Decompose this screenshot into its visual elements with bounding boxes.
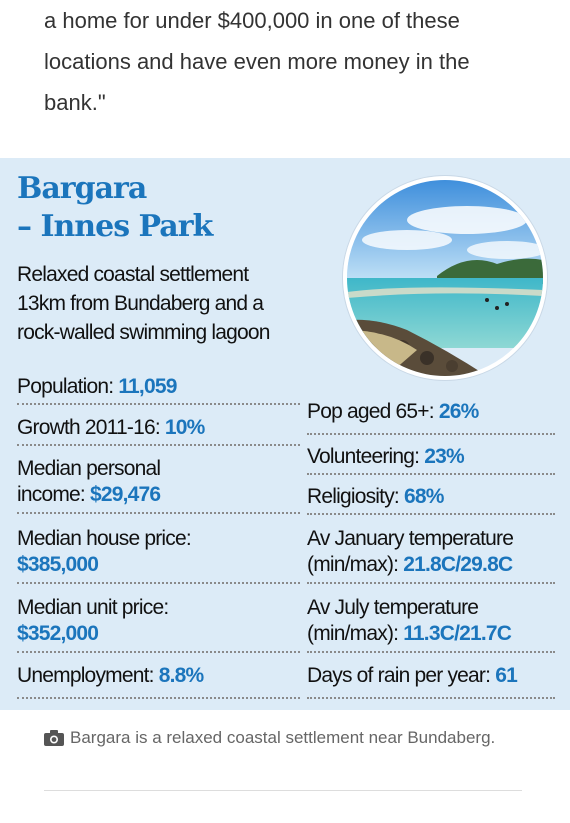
rain-days-value: 61: [495, 664, 518, 687]
unemployment-value: 8.8%: [158, 664, 204, 687]
intro-paragraph: a home for under $400,000 in one of thes…: [44, 0, 544, 123]
caption-divider: [44, 790, 522, 791]
income-value: $29,476: [89, 483, 161, 506]
pop-aged-65-value: 26%: [438, 400, 479, 423]
fact-box: Bargara – Innes Park Relaxed coastal set…: [0, 158, 570, 710]
growth-stat: Growth 2011-16: 10%: [17, 415, 300, 446]
religiosity-value: 68%: [403, 485, 444, 508]
july-temperature-stat: Av July temperature (min/max): 11.3C/21.…: [307, 595, 555, 653]
tagline-line: Relaxed coastal settlement: [17, 263, 249, 286]
house-price-value: $385,000: [17, 553, 99, 576]
intro-line: locations and have even more money in th…: [44, 49, 470, 74]
photo-caption: Bargara is a relaxed coastal settlement …: [44, 726, 524, 753]
intro-line: bank.": [44, 90, 106, 115]
pop-aged-65-stat: Pop aged 65+: 26%: [307, 399, 555, 435]
beach-scene-illustration: [347, 180, 543, 376]
volunteering-value: 23%: [424, 445, 464, 468]
volunteering-stat: Volunteering: 23%: [307, 444, 555, 475]
fact-box-title: Bargara – Innes Park: [17, 170, 347, 246]
tagline-line: 13km from Bundaberg and a: [17, 292, 264, 315]
january-temperature-value: 21.8C/29.8C: [403, 553, 513, 576]
house-price-stat: Median house price: $385,000: [17, 526, 300, 584]
growth-value: 10%: [164, 416, 205, 439]
title-line: Bargara: [17, 171, 147, 206]
unit-price-stat: Median unit price: $352,000: [17, 595, 300, 653]
title-line: – Innes Park: [17, 209, 213, 244]
camera-icon: [44, 729, 64, 753]
january-temperature-stat: Av January temperature (min/max): 21.8C/…: [307, 526, 555, 584]
fact-box-tagline: Relaxed coastal settlement 13km from Bun…: [17, 260, 337, 347]
beach-photo: [343, 176, 547, 380]
population-value: 11,059: [118, 375, 177, 398]
rain-days-stat: Days of rain per year: 61: [307, 663, 555, 699]
unemployment-stat: Unemployment: 8.8%: [17, 663, 300, 699]
unit-price-value: $352,000: [17, 622, 99, 645]
population-stat: Population: 11,059: [17, 374, 300, 405]
july-temperature-value: 11.3C/21.7C: [403, 622, 512, 645]
religiosity-stat: Religiosity: 68%: [307, 484, 555, 515]
tagline-line: rock-walled swimming lagoon: [17, 321, 270, 344]
caption-text: Bargara is a relaxed coastal settlement …: [70, 728, 496, 747]
income-stat: Median personal income: $29,476: [17, 456, 300, 514]
intro-line: a home for under $400,000 in one of thes…: [44, 8, 460, 33]
